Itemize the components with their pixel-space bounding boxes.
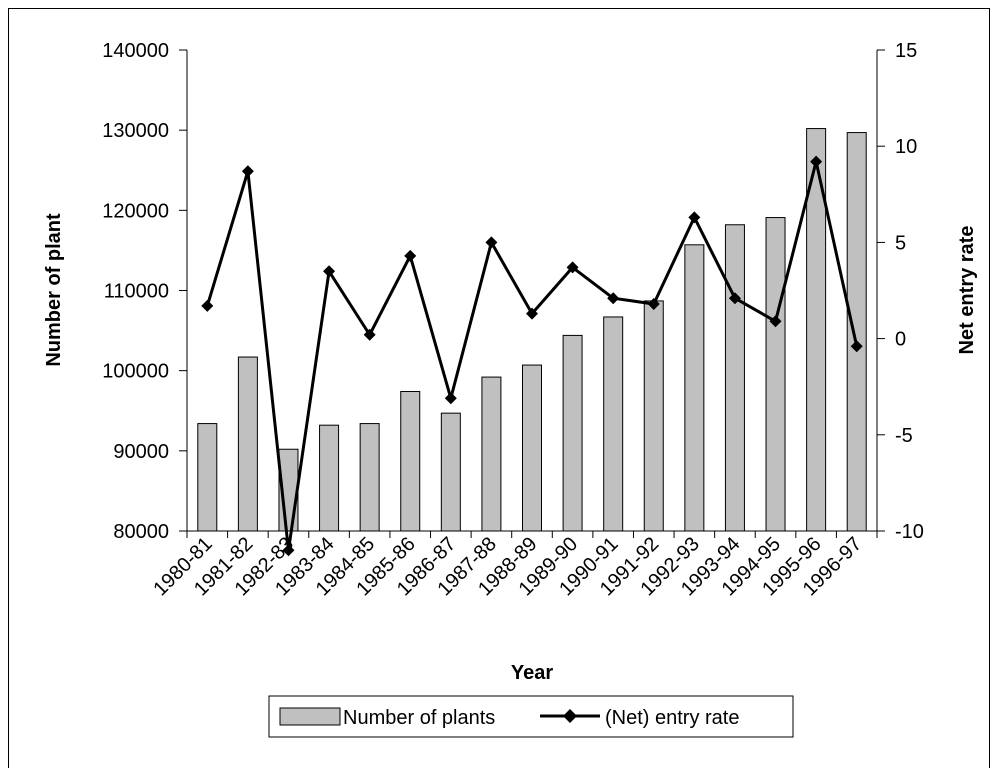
y-tick-label: 90000 xyxy=(113,441,169,463)
bar-1994-95 xyxy=(765,217,786,532)
entry-rate-point-1989-90 xyxy=(566,261,579,274)
y-tick-label: 130000 xyxy=(102,120,169,142)
y2-tick-label: 10 xyxy=(895,136,917,158)
bar-1981-82 xyxy=(237,356,258,532)
entry-rate-point-1987-88 xyxy=(485,236,498,249)
y-tick-label: 140000 xyxy=(102,40,169,62)
bar-1983-84 xyxy=(319,424,340,532)
bar-1985-86 xyxy=(400,391,421,532)
ticks-layer: 80000 90000 100000 110000 120000 130000 140000… xyxy=(102,40,924,600)
x-axis-title: Year xyxy=(511,662,553,684)
chart-frame xyxy=(8,8,990,768)
y2-tick-label: 0 xyxy=(895,329,906,351)
bar-1990-91 xyxy=(603,316,624,532)
entry-rate-point-1988-89 xyxy=(526,307,538,320)
entry-rate-point-1985-86 xyxy=(404,249,417,262)
legend-label-line: (Net) entry rate xyxy=(605,707,739,729)
bar-1987-88 xyxy=(481,376,502,532)
entry-rate-point-1990-91 xyxy=(607,292,620,305)
legend-label-bars: Number of plants xyxy=(343,707,495,729)
y-tick-label: 120000 xyxy=(102,200,169,222)
y2-axis-title: Net entry rate xyxy=(956,226,978,355)
entry-rate-point-1993-94 xyxy=(728,292,741,305)
entry-rate-point-1983-84 xyxy=(323,265,336,278)
entry-rate-point-1994-95 xyxy=(769,315,782,328)
y2-tick-label: -10 xyxy=(895,521,924,543)
bar-1986-87 xyxy=(440,412,461,532)
entry-rate-point-1981-82 xyxy=(241,165,254,178)
bars-layer xyxy=(197,128,867,532)
entry-rate-point-1995-96 xyxy=(810,155,823,168)
bar-1989-90 xyxy=(562,334,583,532)
entry-rate-point-1991-92 xyxy=(647,297,660,310)
y2-tick-label: -5 xyxy=(895,425,913,447)
y2-tick-label: 15 xyxy=(895,40,917,62)
entry-rate-point-1982-83 xyxy=(282,544,295,557)
legend-box xyxy=(268,695,794,738)
y-tick-label: 110000 xyxy=(104,281,169,303)
y2-tick-label: 5 xyxy=(895,232,906,254)
bar-1993-94 xyxy=(724,224,745,532)
y-tick-label: 80000 xyxy=(113,521,169,543)
bar-1980-81 xyxy=(197,423,218,532)
legend-swatch-marker xyxy=(563,709,577,723)
bar-1988-89 xyxy=(522,364,542,532)
y-axis-title: Number of plant xyxy=(43,213,65,367)
entry-rate-point-1996-97 xyxy=(850,340,863,353)
legend: Number of plants (Net) entry rate xyxy=(268,695,794,738)
entry-rate-point-1984-85 xyxy=(363,328,376,341)
entry-rate-point-1992-93 xyxy=(688,211,701,224)
bar-1991-92 xyxy=(643,300,664,532)
bar-1996-97 xyxy=(846,132,867,532)
legend-swatch-bars xyxy=(279,707,341,726)
entry-rate-point-1980-81 xyxy=(201,299,214,312)
entry-rate-point-1986-87 xyxy=(444,392,457,405)
line-layer xyxy=(201,155,863,557)
bar-1984-85 xyxy=(359,423,380,532)
bar-1992-93 xyxy=(684,244,705,532)
y-tick-label: 100000 xyxy=(102,361,169,383)
